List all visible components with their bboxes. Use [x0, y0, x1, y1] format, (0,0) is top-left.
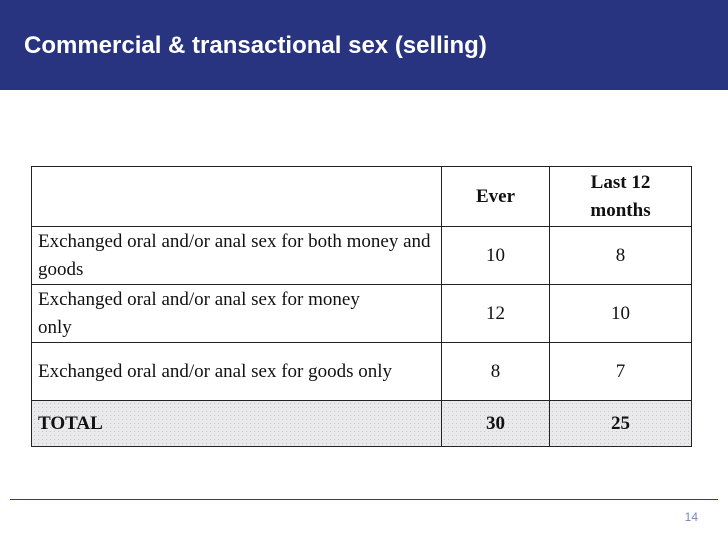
slide-title: Commercial & transactional sex (selling)	[24, 32, 487, 59]
header-cell-ever: Ever	[441, 166, 550, 227]
table-total-row: TOTAL 30 25	[31, 400, 692, 447]
header-cell-empty	[31, 166, 442, 227]
total-ever: 30	[441, 400, 550, 447]
row-label: Exchanged oral and/or anal sex for both …	[31, 226, 442, 285]
row-label-text: Exchanged oral and/or anal sex for money…	[38, 288, 360, 338]
data-table: Ever Last 12 months Exchanged oral and/o…	[31, 166, 692, 447]
cell-ever: 10	[441, 226, 550, 285]
row-label: Exchanged oral and/or anal sex for money…	[31, 284, 442, 343]
total-label: TOTAL	[31, 400, 442, 447]
title-bar: Commercial & transactional sex (selling)	[0, 0, 728, 90]
cell-last-12-months: 7	[549, 342, 692, 401]
page-number: 14	[684, 510, 698, 524]
header-cell-last-12-months: Last 12 months	[549, 166, 692, 227]
footer-divider	[10, 499, 718, 500]
header-label-last-12-months: Last 12 months	[590, 171, 651, 221]
table-header-row: Ever Last 12 months	[31, 166, 692, 227]
table-row: Exchanged oral and/or anal sex for both …	[31, 226, 692, 285]
total-last-12-months: 25	[549, 400, 692, 447]
cell-last-12-months: 10	[549, 284, 692, 343]
row-label: Exchanged oral and/or anal sex for goods…	[31, 342, 442, 401]
table-row: Exchanged oral and/or anal sex for goods…	[31, 342, 692, 401]
cell-ever: 12	[441, 284, 550, 343]
cell-ever: 8	[441, 342, 550, 401]
cell-last-12-months: 8	[549, 226, 692, 285]
table-row: Exchanged oral and/or anal sex for money…	[31, 284, 692, 343]
